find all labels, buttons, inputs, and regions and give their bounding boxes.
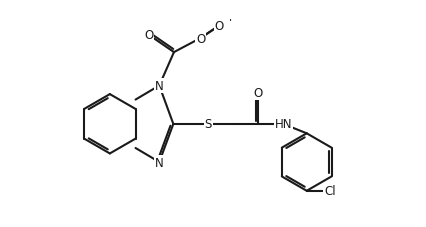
Text: O: O (144, 29, 154, 42)
Text: N: N (155, 156, 164, 169)
Text: O: O (215, 20, 224, 33)
Text: O: O (253, 87, 263, 100)
Text: O: O (196, 32, 205, 45)
Text: S: S (204, 118, 212, 131)
Text: Cl: Cl (324, 185, 336, 197)
Text: N: N (155, 80, 164, 93)
Text: O: O (220, 20, 229, 33)
Text: HN: HN (274, 118, 292, 131)
